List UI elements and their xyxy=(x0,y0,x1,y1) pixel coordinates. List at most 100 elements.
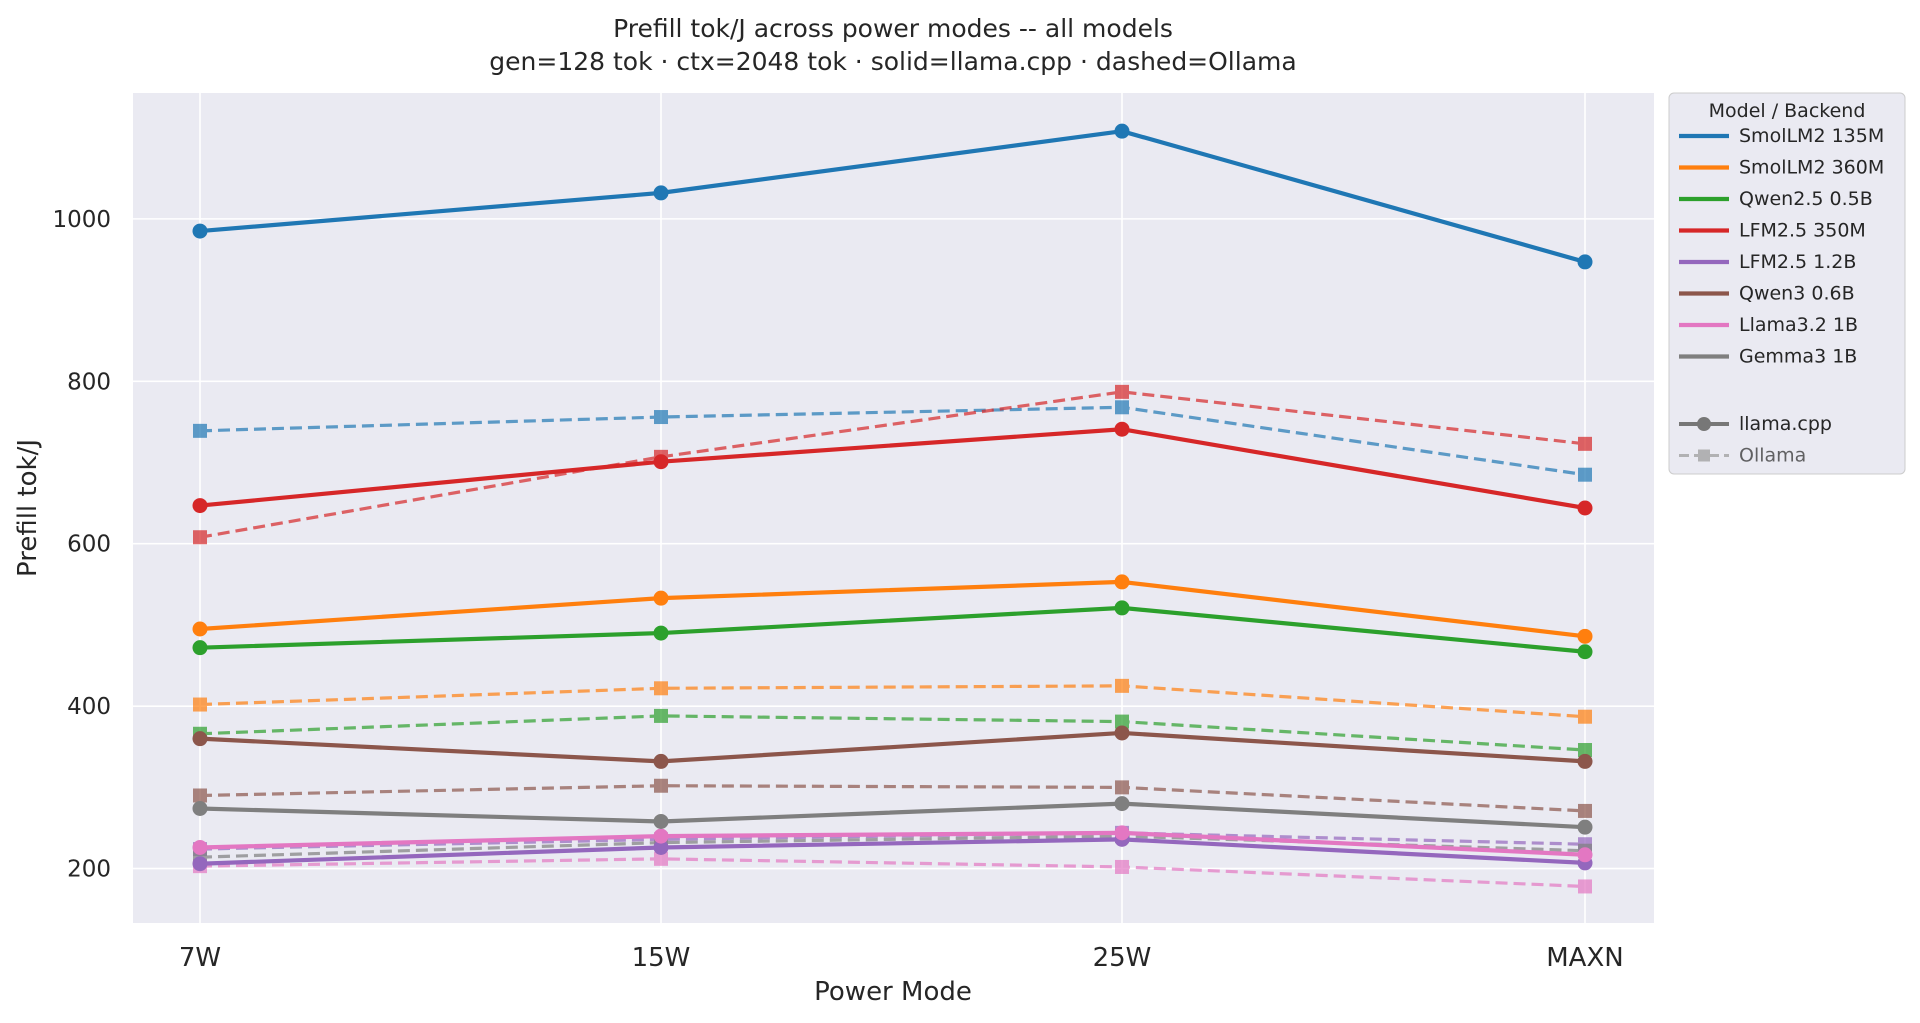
y-tick-label: 1000 xyxy=(52,207,111,233)
legend-entry-smollm2-360m: SmolLM2 360M xyxy=(1679,157,1884,179)
data-point-circle xyxy=(1114,123,1130,139)
data-point-circle xyxy=(192,640,208,656)
legend-frame xyxy=(1668,92,1906,475)
x-tick-label: 7W xyxy=(179,943,221,973)
data-point-circle xyxy=(1577,753,1593,769)
data-point-square xyxy=(1115,859,1129,874)
legend-label: Gemma3 1B xyxy=(1739,346,1857,368)
series-line xyxy=(199,714,1586,752)
y-tick-label: 200 xyxy=(67,857,111,883)
y-tick-label: 600 xyxy=(67,532,111,558)
series-line xyxy=(199,837,1586,866)
data-point-square xyxy=(1115,678,1129,693)
legend-label: Llama3.2 1B xyxy=(1739,314,1858,336)
x-tick-label: 15W xyxy=(632,943,691,973)
data-point-square xyxy=(1578,467,1592,482)
data-point-circle xyxy=(653,839,669,855)
data-point-circle xyxy=(653,185,669,201)
legend-entry-llama3-2-1b: Llama3.2 1B xyxy=(1679,314,1858,336)
data-point-circle xyxy=(1114,825,1130,841)
legend-label: LFM2.5 1.2B xyxy=(1739,251,1856,273)
legend-entry-ollama: Ollama xyxy=(1679,445,1806,467)
data-point-circle xyxy=(1577,644,1593,660)
data-point-square xyxy=(1115,384,1129,399)
data-point-square xyxy=(193,788,207,803)
plot-background xyxy=(133,93,1654,923)
y-axis-label: Prefill tok/J xyxy=(13,439,43,577)
legend-entry-qwen2-5-0-5b: Qwen2.5 0.5B xyxy=(1679,188,1873,210)
data-point-circle xyxy=(1114,600,1130,616)
data-point-square xyxy=(193,530,207,545)
legend-marker-circle xyxy=(1697,417,1711,431)
legend-entry-smollm2-135m: SmolLM2 135M xyxy=(1679,125,1884,147)
series-gemma3-1b-llama-cpp xyxy=(192,796,1593,835)
legend-entry-llama-cpp: llama.cpp xyxy=(1679,413,1832,435)
data-point-circle xyxy=(1114,574,1130,590)
data-point-circle xyxy=(653,625,669,641)
chart-subtitle: gen=128 tok · ctx=2048 tok · solid=llama… xyxy=(489,47,1296,76)
legend-entry-gemma3-1b: Gemma3 1B xyxy=(1679,346,1857,368)
legend-title: Model / Backend xyxy=(1709,100,1866,122)
x-axis-label: Power Mode xyxy=(814,977,972,1007)
data-point-circle xyxy=(1577,847,1593,863)
data-point-square xyxy=(1578,803,1592,818)
data-point-circle xyxy=(653,454,669,470)
data-point-circle xyxy=(192,223,208,239)
series-lfm2-5-350m-ollama xyxy=(193,384,1592,545)
series-line xyxy=(199,579,1586,639)
series-line xyxy=(199,830,1586,857)
legend-items: SmolLM2 135M SmolLM2 360M Qwen2.5 0.5B LFM2… xyxy=(1679,125,1884,467)
x-tick-label: 25W xyxy=(1093,943,1152,973)
series-smollm2-360m-llama-cpp xyxy=(192,574,1593,644)
data-point-circle xyxy=(1577,254,1593,270)
data-point-circle xyxy=(653,828,669,844)
series-line xyxy=(199,801,1586,830)
series-line xyxy=(199,857,1586,889)
data-point-circle xyxy=(653,753,669,769)
legend: Model / Backend SmolLM2 135M SmolLM2 360M… xyxy=(1668,92,1906,475)
data-point-circle xyxy=(1577,500,1593,516)
legend-label: Qwen3 0.6B xyxy=(1739,283,1855,305)
data-point-circle xyxy=(192,498,208,514)
data-point-square xyxy=(1115,780,1129,795)
data-point-circle xyxy=(192,856,208,872)
x-tick-labels: 7W 15W 25W MAXN xyxy=(179,943,1624,973)
data-point-circle xyxy=(1577,628,1593,644)
data-point-circle xyxy=(1114,725,1130,741)
series-llama3-2-1b-llama-cpp xyxy=(192,825,1593,863)
data-point-circle xyxy=(192,621,208,637)
series-line xyxy=(199,730,1586,764)
data-point-square xyxy=(654,778,668,793)
data-point-square xyxy=(1578,709,1592,724)
series-qwen3-0-6b-llama-cpp xyxy=(192,725,1593,769)
data-point-circle xyxy=(192,731,208,747)
legend-label: Qwen2.5 0.5B xyxy=(1739,188,1873,210)
series-qwen3-0-6b-ollama xyxy=(193,778,1592,818)
series-smollm2-360m-ollama xyxy=(193,678,1592,724)
data-point-circle xyxy=(192,800,208,816)
x-tick-label: MAXN xyxy=(1546,943,1623,973)
series-line xyxy=(199,405,1586,477)
data-point-square xyxy=(1115,400,1129,415)
data-point-square xyxy=(654,410,668,425)
series-lfm2-5-350m-llama-cpp xyxy=(192,421,1593,516)
legend-label: Ollama xyxy=(1739,445,1806,467)
series-smollm2-135m-ollama xyxy=(193,400,1592,482)
legend-marker-square xyxy=(1698,449,1710,462)
legend-label: SmolLM2 135M xyxy=(1739,125,1884,147)
data-point-square xyxy=(654,681,668,696)
data-point-circle xyxy=(653,590,669,606)
data-point-square xyxy=(193,697,207,712)
series-smollm2-135m-llama-cpp xyxy=(192,123,1593,270)
legend-entry-lfm2-5-1-2b: LFM2.5 1.2B xyxy=(1679,251,1856,273)
series-line xyxy=(199,129,1586,264)
data-point-square xyxy=(654,708,668,723)
y-tick-label: 800 xyxy=(67,369,111,395)
series-line xyxy=(199,784,1586,813)
legend-entry-qwen3-0-6b: Qwen3 0.6B xyxy=(1679,283,1855,305)
series-lines xyxy=(192,123,1593,894)
legend-label: LFM2.5 350M xyxy=(1739,220,1866,242)
chart-title: Prefill tok/J across power modes -- all … xyxy=(613,14,1173,43)
